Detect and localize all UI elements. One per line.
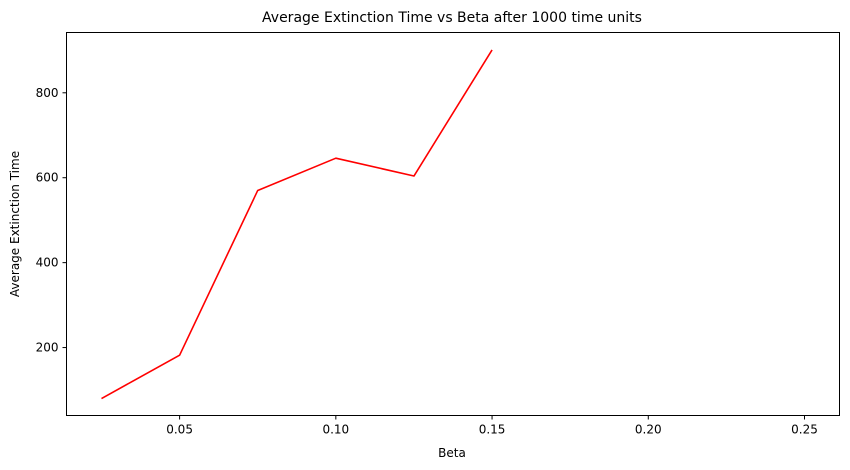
y-axis-title: Average Extinction Time (8, 151, 22, 297)
y-tick-label: 800 (36, 86, 59, 100)
y-tick-label: 400 (36, 256, 59, 270)
x-tick-label: 0.20 (635, 423, 662, 437)
x-axis-title: Beta (438, 446, 466, 460)
x-tick-label: 0.15 (479, 423, 506, 437)
x-tick-label: 0.25 (791, 423, 818, 437)
series-line (101, 49, 493, 400)
plot-area (101, 49, 493, 400)
x-tick-label: 0.10 (322, 423, 349, 437)
chart-title: Average Extinction Time vs Beta after 10… (262, 10, 642, 26)
plot-frame (66, 32, 840, 416)
x-tick-label: 0.05 (166, 423, 193, 437)
y-tick-label: 200 (36, 341, 59, 355)
y-tick-label: 600 (36, 171, 59, 185)
